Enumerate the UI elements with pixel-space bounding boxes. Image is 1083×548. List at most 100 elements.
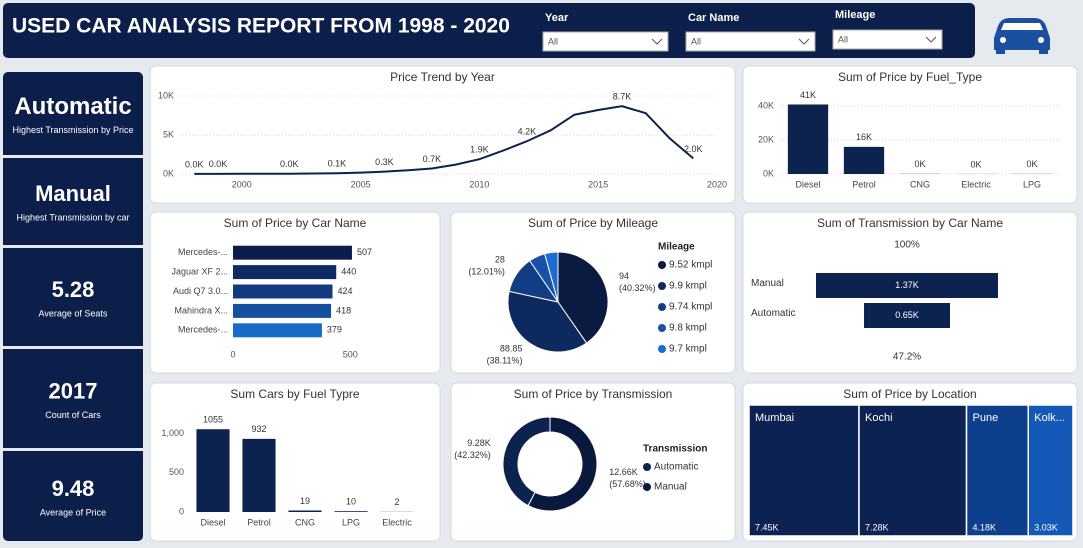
data-label: 0.1K: [328, 159, 347, 169]
slice: [507, 290, 588, 353]
legend-label[interactable]: 9.7 kmpl: [669, 344, 707, 355]
filter-value: All: [691, 36, 701, 46]
tile-value: 4.18K: [973, 522, 997, 532]
bar: [196, 429, 230, 512]
legend-label[interactable]: Automatic: [654, 462, 698, 473]
x-tick-label: 2000: [232, 179, 252, 189]
x-tick-label: Electric: [961, 179, 991, 189]
data-label: 9.28K: [467, 438, 491, 448]
x-tick-label: 2005: [351, 179, 371, 189]
data-label: 379: [327, 325, 342, 335]
tile-label: Kolk...: [1034, 412, 1065, 424]
treemap-tile: [748, 404, 860, 537]
tile-label: Pune: [973, 412, 999, 424]
filter-label: Car Name: [688, 12, 739, 24]
treemap-tile: [965, 404, 1030, 537]
legend-marker: [643, 483, 651, 491]
x-tick-label: 500: [343, 349, 358, 359]
bar: [334, 511, 368, 512]
legend-title: Mileage: [658, 242, 695, 253]
tile-value: 3.03K: [1034, 522, 1058, 532]
filter-dropdown[interactable]: [832, 29, 943, 50]
kpi-label: Count of Cars: [45, 410, 101, 420]
data-label: 0.0K: [185, 159, 204, 169]
x-tick-label: 2010: [469, 179, 489, 189]
x-tick-label: 2015: [588, 179, 608, 189]
x-tick-label: CNG: [295, 517, 315, 527]
data-label: 418: [336, 305, 351, 315]
y-tick-label: Mercedes-...: [178, 247, 228, 257]
legend-marker: [658, 282, 666, 290]
percent-label: (40.32%): [619, 283, 656, 293]
percent-label: (42.32%): [454, 450, 491, 460]
chart-title: Price Trend by Year: [390, 70, 495, 84]
treemap-tile: [1027, 404, 1074, 537]
y-tick-label: 500: [169, 467, 184, 477]
y-tick-label: 0: [179, 506, 184, 516]
x-tick-label: Petrol: [247, 517, 271, 527]
data-label: 0.0K: [209, 159, 228, 169]
treemap-tile: [858, 404, 968, 537]
kpi-label: Highest Transmission by car: [16, 212, 129, 222]
data-label: 2: [394, 497, 399, 507]
data-label: 0K: [970, 159, 981, 169]
funnel-top-label: 100%: [894, 240, 920, 251]
bar: [288, 510, 322, 512]
dropdown-chevron: [651, 38, 663, 45]
legend-label[interactable]: 9.9 kmpl: [669, 281, 707, 292]
chart-title: Sum of Price by Location: [843, 387, 976, 401]
y-tick-label: Mahindra X...: [174, 305, 228, 315]
report-title: USED CAR ANALYSIS REPORT FROM 1998 - 202…: [12, 15, 510, 38]
x-tick-label: LPG: [1023, 179, 1041, 189]
y-tick-label: 1,000: [161, 428, 184, 438]
legend-marker: [658, 345, 666, 353]
data-label: 424: [337, 286, 352, 296]
filter-label: Year: [545, 12, 569, 24]
data-label: 28: [495, 255, 505, 265]
legend-label[interactable]: 9.52 kmpl: [669, 260, 712, 271]
data-label: 1.37K: [895, 280, 919, 290]
filter-label: Mileage: [835, 9, 875, 21]
x-tick-label: Diesel: [795, 179, 820, 189]
y-tick-label: 10K: [158, 90, 174, 100]
filter-dropdown[interactable]: [685, 31, 816, 52]
tile-value: 7.45K: [755, 522, 779, 532]
legend-marker: [658, 261, 666, 269]
legend-label[interactable]: 9.8 kmpl: [669, 323, 707, 334]
y-tick-label: Jaguar XF 2...: [171, 266, 228, 276]
category-label: Manual: [751, 278, 784, 289]
data-label: 4.2K: [518, 127, 537, 137]
bar: [787, 104, 829, 174]
data-label: 0.65K: [895, 310, 919, 320]
kpi-label: Average of Seats: [39, 308, 108, 318]
dropdown-chevron: [925, 36, 937, 43]
data-label: 8.7K: [613, 92, 632, 102]
y-tick-label: 5K: [163, 129, 174, 139]
data-label: 0K: [1026, 159, 1037, 169]
funnel-bottom-label: 47.2%: [893, 352, 921, 363]
funnel-bar: [864, 303, 950, 328]
kpi-label: Highest Transmission by Price: [12, 125, 133, 135]
chart-panel: [149, 65, 736, 204]
data-label: 2.0K: [684, 144, 703, 154]
bar: [242, 438, 276, 512]
filter-dropdown[interactable]: [542, 31, 669, 52]
tile-label: Mumbai: [755, 412, 794, 424]
chart-title: Sum of Price by Fuel_Type: [838, 70, 982, 84]
bar: [233, 265, 337, 280]
legend-label[interactable]: 9.74 kmpl: [669, 302, 712, 313]
legend-marker: [658, 303, 666, 311]
data-label: 16K: [856, 132, 872, 142]
car-icon: [994, 18, 1050, 54]
x-tick-label: Petrol: [852, 179, 876, 189]
data-label: 41K: [800, 90, 816, 100]
y-tick-label: 0K: [163, 168, 174, 178]
legend-marker: [643, 463, 651, 471]
legend-label[interactable]: Manual: [654, 482, 687, 493]
percent-label: (12.01%): [468, 267, 505, 277]
chart-title: Sum of Price by Mileage: [528, 216, 658, 230]
legend-title: Transmission: [643, 444, 707, 455]
y-tick-label: 20K: [758, 134, 774, 144]
legend-marker: [658, 324, 666, 332]
filter-value: All: [838, 34, 848, 44]
